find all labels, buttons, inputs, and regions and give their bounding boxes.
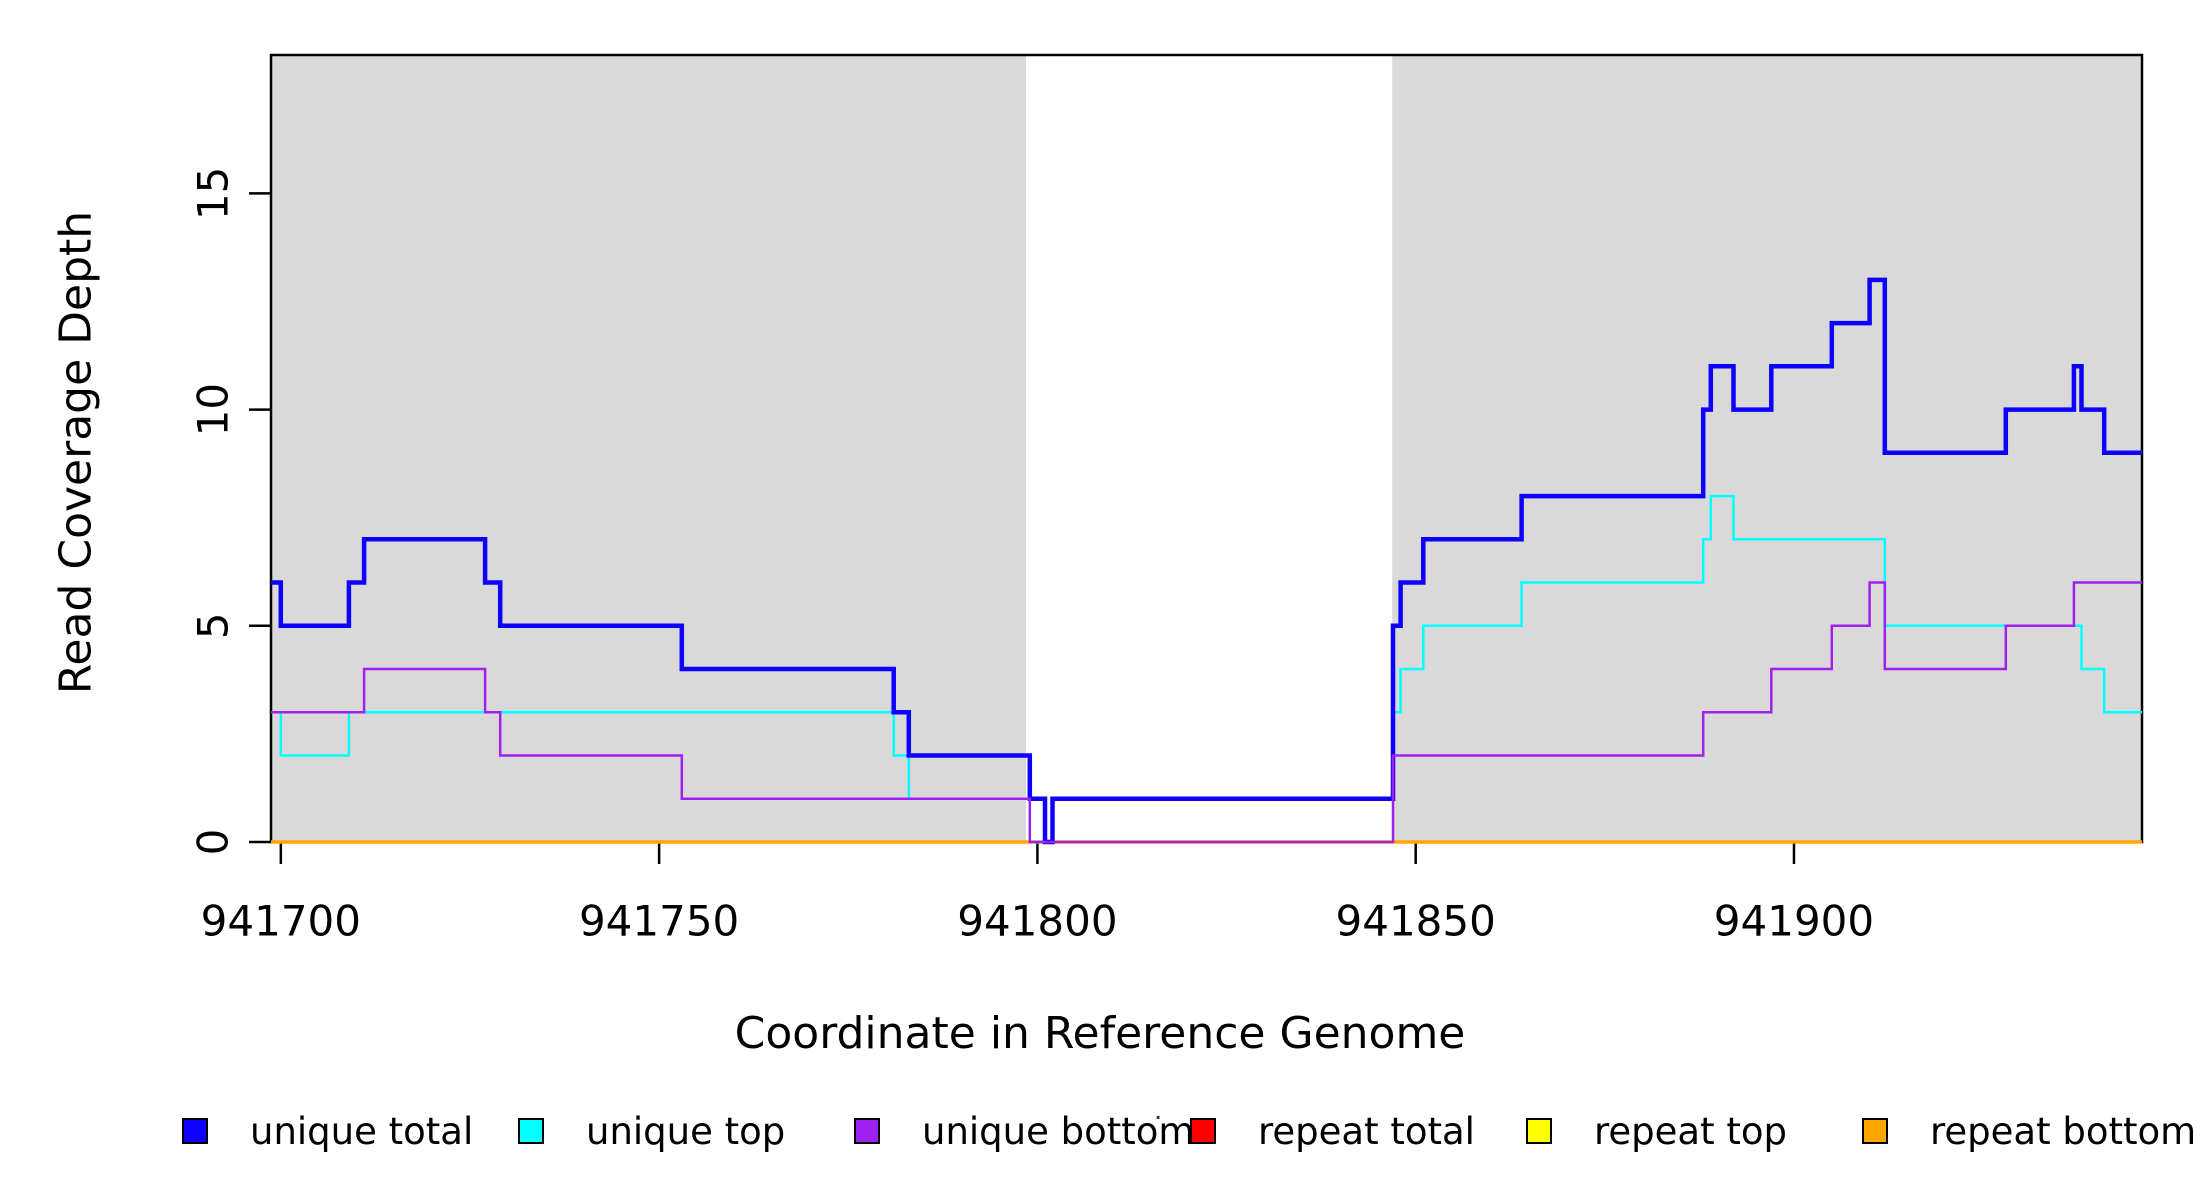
stray-mark: . [1154,1096,1163,1126]
x-tick-label: 941900 [1714,897,1874,946]
y-tick-label: 15 [189,167,238,220]
y-tick-label: 5 [189,612,238,639]
x-axis-title: Coordinate in Reference Genome [734,1008,1466,1059]
x-tick-label: 941750 [579,897,739,946]
series-unique-total [271,277,2142,845]
y-tick-label: 10 [189,383,238,436]
x-tick-label: 941800 [957,897,1117,946]
left-repeat-masked-band [271,55,1027,842]
x-tick-label: 941700 [201,897,361,946]
x-tick-label: 941850 [1336,897,1496,946]
series-unique-bottom [271,581,2142,844]
y-axis-title: Read Coverage Depth [50,210,102,695]
right-repeat-masked-band [1392,55,2142,842]
y-tick-label: 0 [189,829,238,856]
